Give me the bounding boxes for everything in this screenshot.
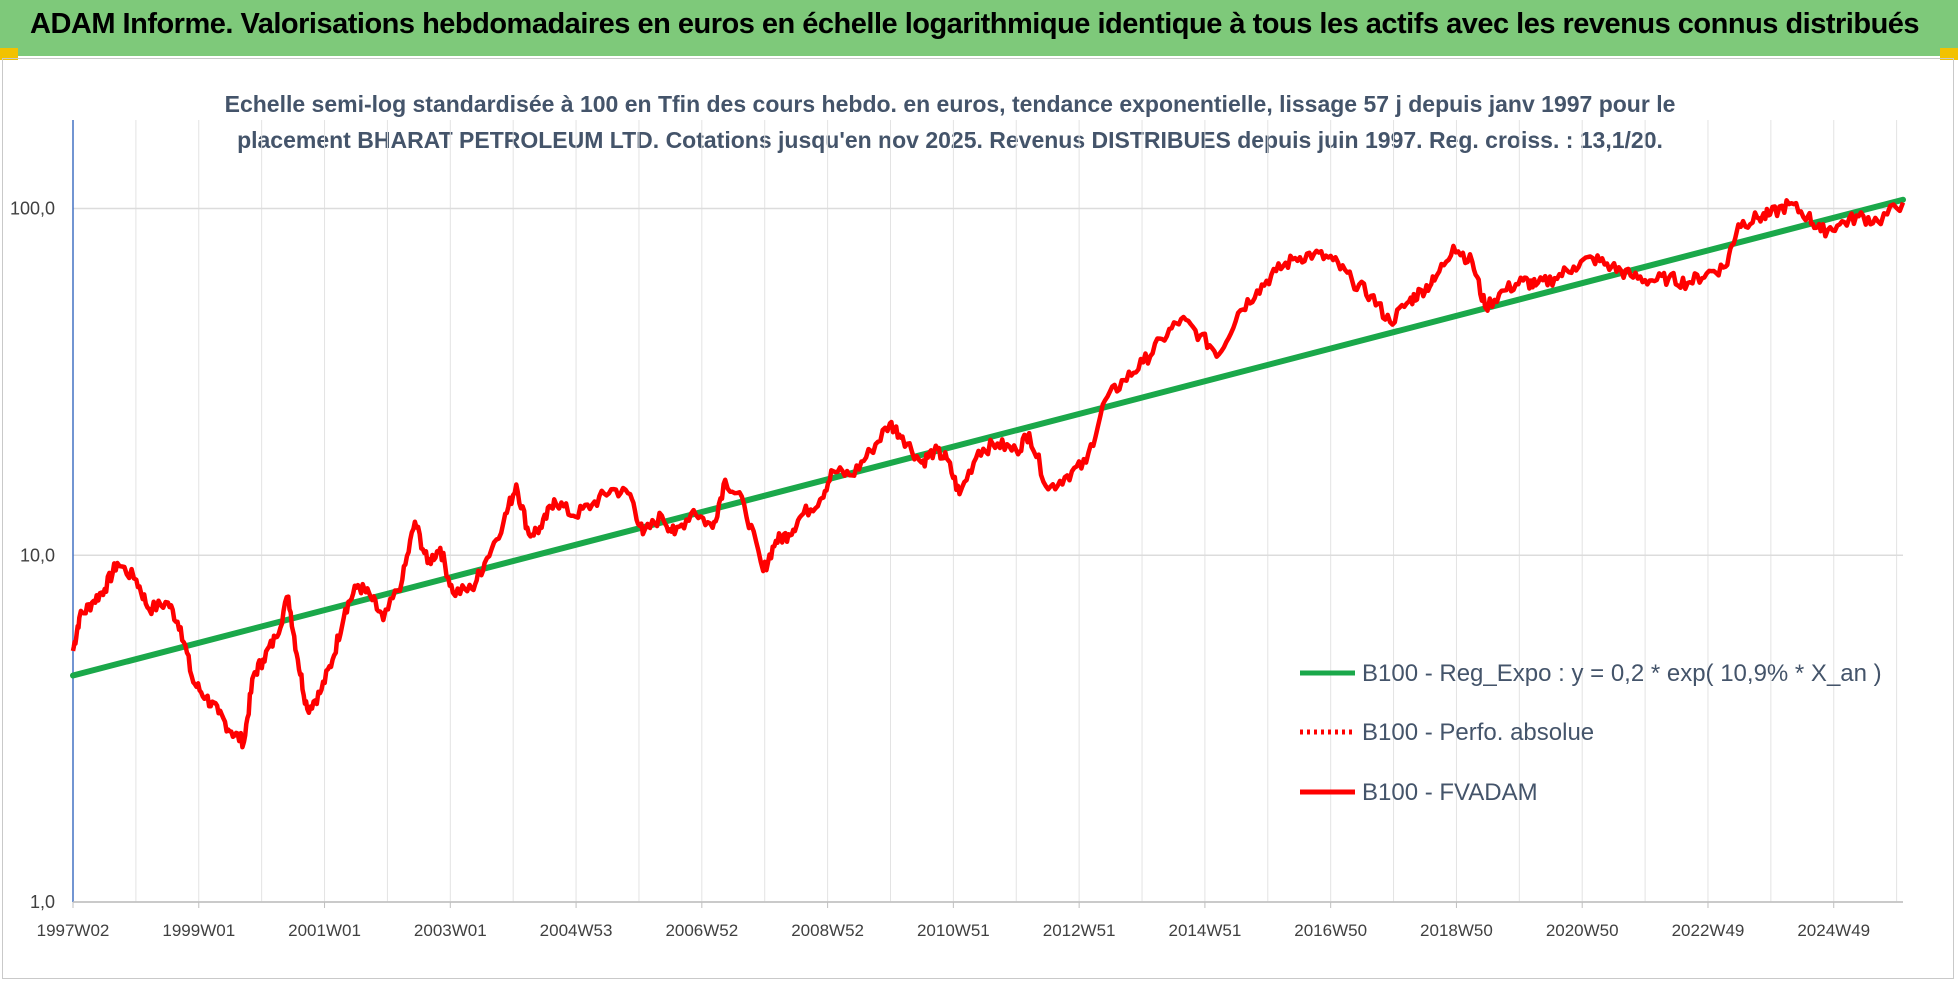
x-tick-label: 2022W49 xyxy=(1672,921,1745,940)
x-tick-label: 2024W49 xyxy=(1797,921,1870,940)
y-tick-label: 1,0 xyxy=(30,892,55,912)
x-tick-label: 2016W50 xyxy=(1294,921,1367,940)
x-tick-label: 2006W52 xyxy=(665,921,738,940)
grid xyxy=(72,120,1903,903)
series-fvadam-line xyxy=(70,198,1906,750)
corner-marker-left xyxy=(0,48,18,60)
legend-label: B100 - Reg_Expo : y = 0,2 * exp( 10,9% *… xyxy=(1362,660,1882,687)
x-tick-label: 2004W53 xyxy=(540,921,613,940)
x-tick-label: 2020W50 xyxy=(1546,921,1619,940)
y-tick-label: 10,0 xyxy=(20,545,55,565)
x-tick-label: 2001W01 xyxy=(288,921,361,940)
x-tick-label: 2018W50 xyxy=(1420,921,1493,940)
x-tick-label: 2003W01 xyxy=(414,921,487,940)
x-tick-label: 2014W51 xyxy=(1169,921,1242,940)
x-tick-label: 1997W02 xyxy=(37,921,110,940)
series xyxy=(70,196,1906,750)
chart-subtitle-line-2: placement BHARAT PETROLEUM LTD. Cotation… xyxy=(237,127,1663,153)
legend: B100 - Reg_Expo : y = 0,2 * exp( 10,9% *… xyxy=(1300,660,1882,806)
title-banner: ADAM Informe. Valorisations hebdomadaire… xyxy=(0,0,1958,56)
chart-frame xyxy=(2,58,1954,979)
y-tick-label: 100,0 xyxy=(10,199,55,219)
x-tick-label: 2008W52 xyxy=(791,921,864,940)
x-tick-label: 2012W51 xyxy=(1043,921,1116,940)
chart-subtitle: Echelle semi-log standardisée à 100 en T… xyxy=(220,86,1680,158)
page-title: ADAM Informe. Valorisations hebdomadaire… xyxy=(30,8,1920,40)
legend-label: B100 - Perfo. absolue xyxy=(1362,719,1594,746)
chart-subtitle-line-1: Echelle semi-log standardisée à 100 en T… xyxy=(224,91,1676,117)
corner-marker-right xyxy=(1940,48,1958,60)
x-tick-label: 2010W51 xyxy=(917,921,990,940)
legend-label: B100 - FVADAM xyxy=(1362,779,1538,806)
x-tick-label: 1999W01 xyxy=(162,921,235,940)
series-regression-line xyxy=(70,196,1906,679)
axes: 1,0 10,0 100,0 1997W02 1999W01 2001W01 2003W01… xyxy=(10,120,1903,940)
